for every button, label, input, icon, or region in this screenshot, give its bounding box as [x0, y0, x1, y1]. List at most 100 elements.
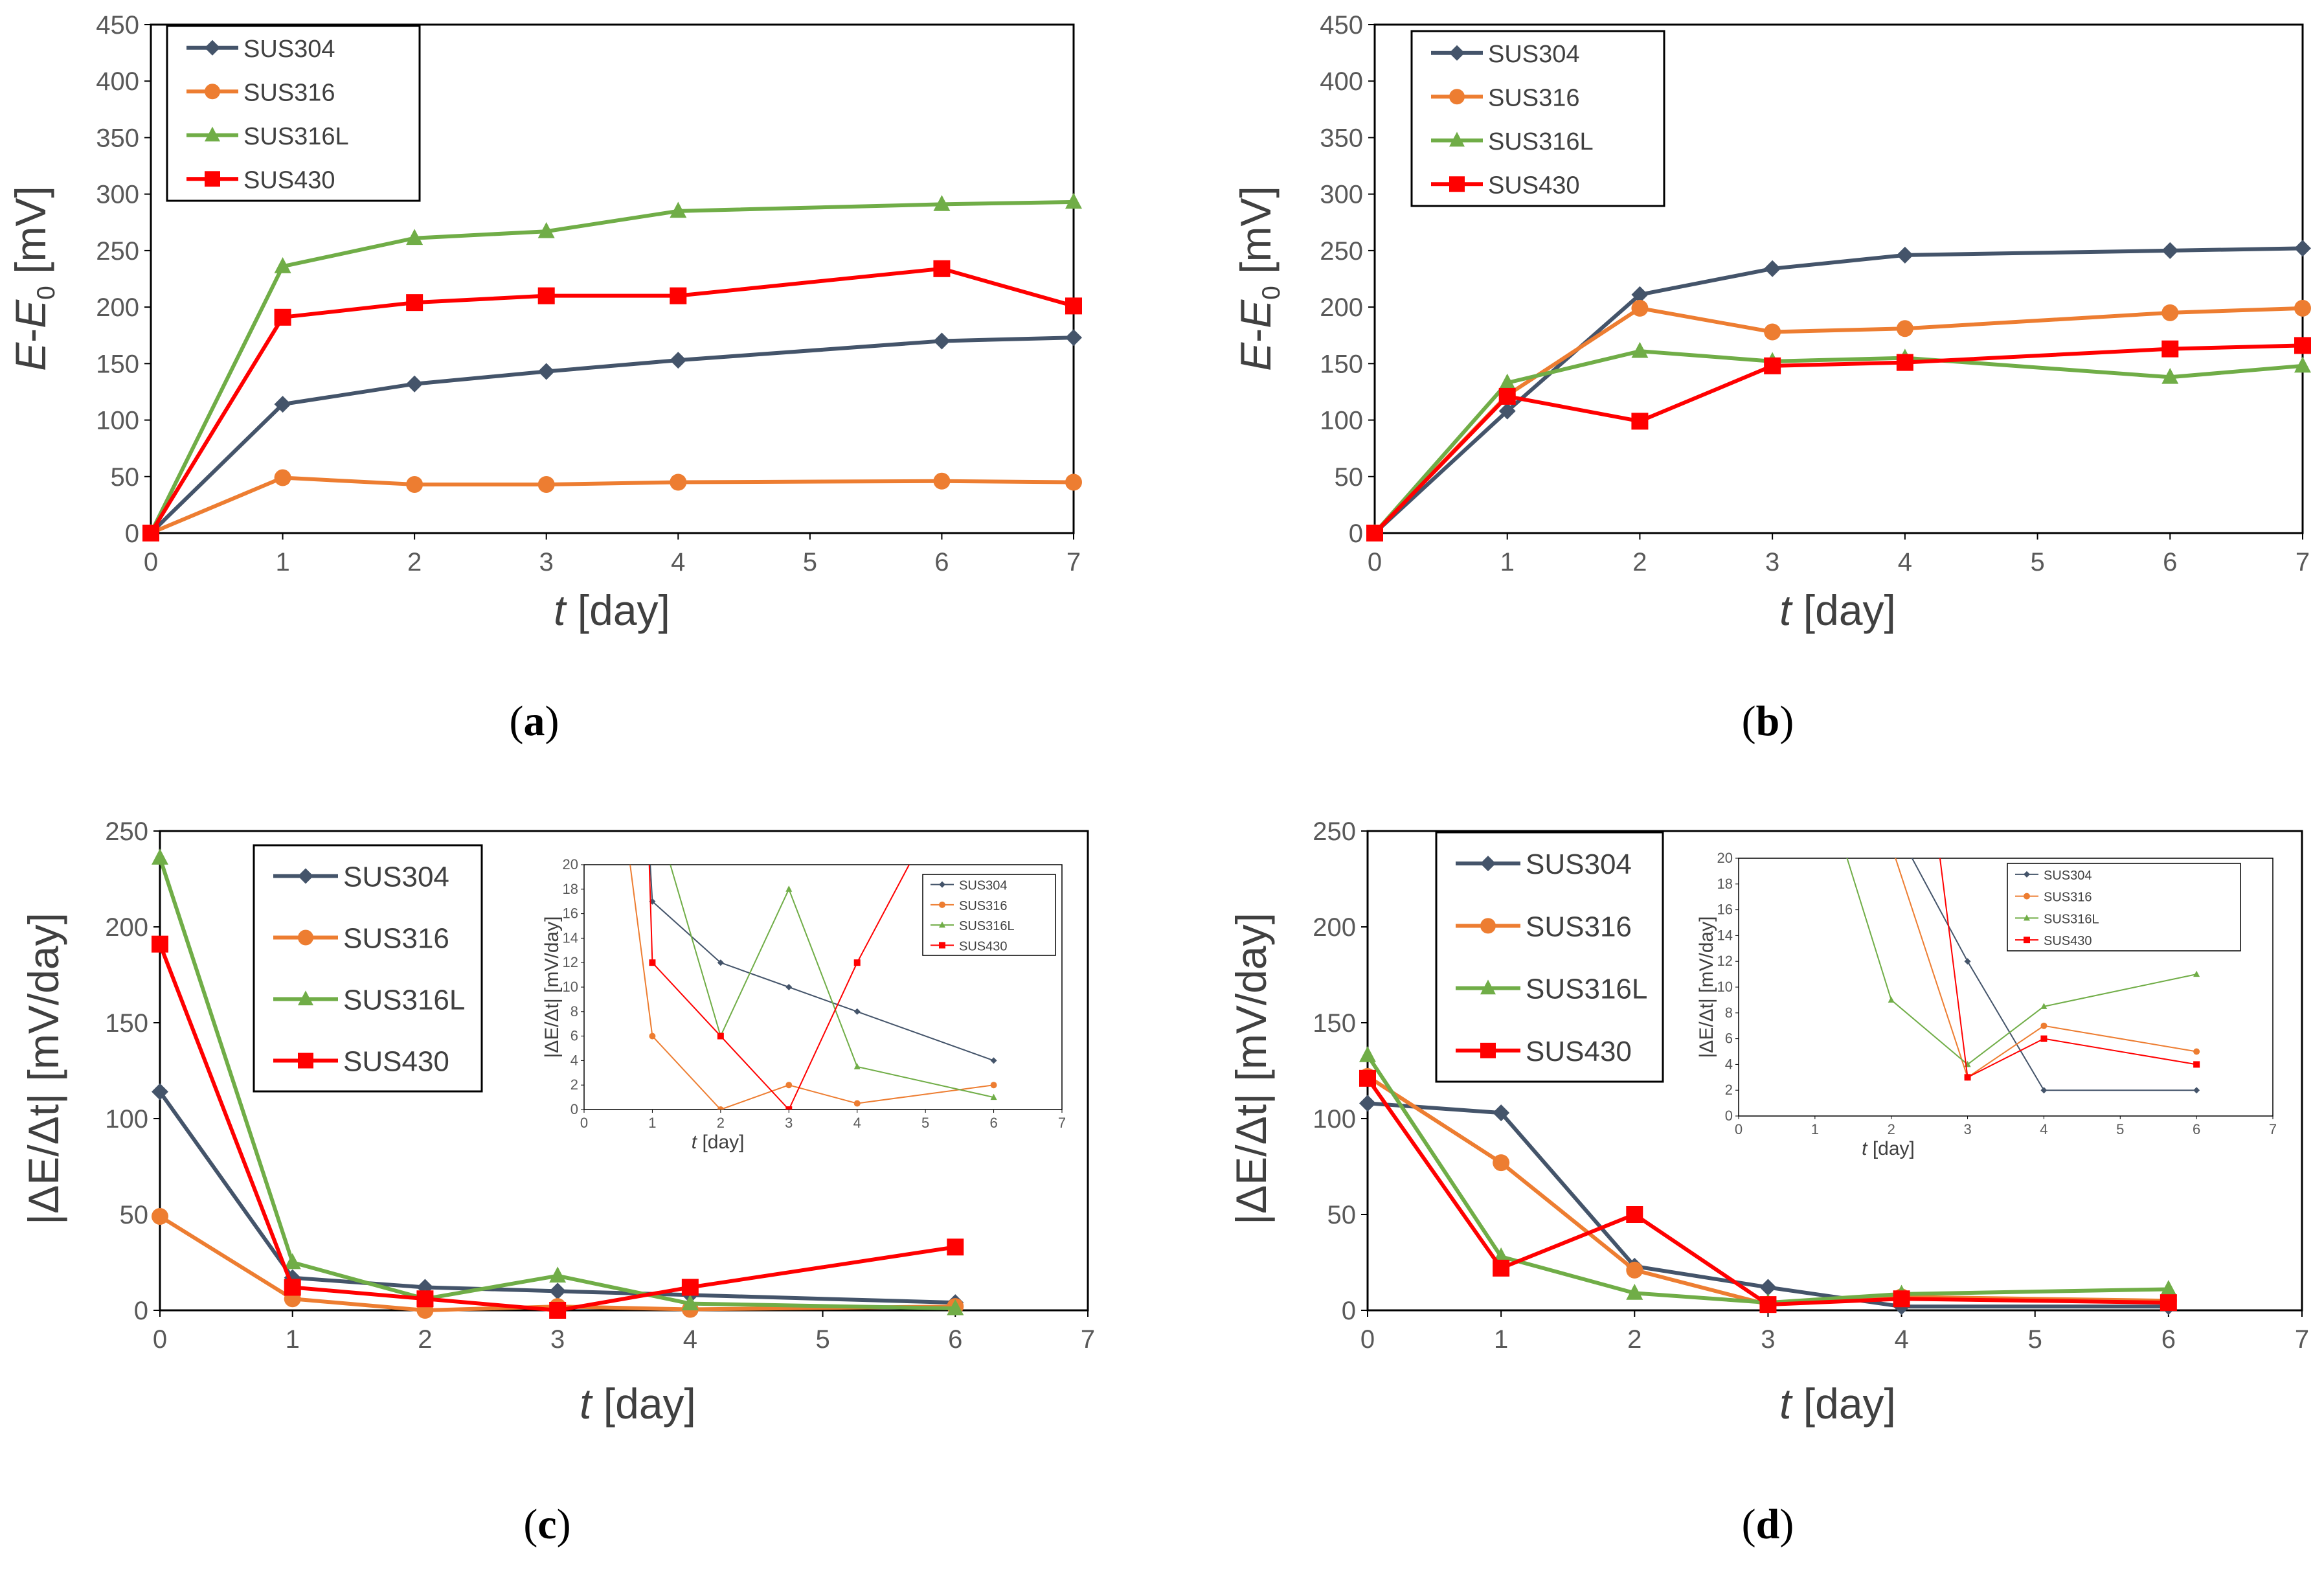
point-SUS430-day-3	[1764, 357, 1781, 374]
legend-item-SUS430: SUS430	[931, 939, 1008, 953]
point-SUS430-day-2	[416, 1290, 434, 1308]
x-tick-label: 4	[853, 1115, 861, 1131]
y-tick-label: 50	[120, 1201, 149, 1229]
x-tick-label: 0	[153, 1325, 167, 1354]
point-SUS304-day-3	[785, 984, 793, 990]
legend-label: SUS316	[959, 899, 1008, 913]
legend-item-SUS316: SUS316	[1431, 84, 1580, 111]
legend-swatch-marker	[1449, 176, 1465, 192]
point-SUS430-day-3	[549, 1302, 567, 1319]
legend-swatch-marker	[2024, 914, 2030, 921]
x-tick-label: 1	[648, 1115, 656, 1131]
point-SUS316L-day-2	[1888, 996, 1895, 1003]
legend-label: SUS316L	[343, 985, 465, 1016]
point-SUS316-day-4	[1896, 320, 1913, 337]
y-tick-label: 400	[1320, 67, 1363, 96]
legend-label: SUS430	[2044, 934, 2092, 948]
legend-item-SUS304: SUS304	[1456, 849, 1632, 880]
x-tick-label: 4	[2040, 1121, 2048, 1137]
series-SUS430	[1939, 858, 2200, 1081]
point-SUS430-day-3	[1759, 1296, 1777, 1314]
legend-item-SUS430: SUS430	[1456, 1036, 1632, 1067]
y-tick-label: 6	[570, 1028, 578, 1044]
panel-label: (a)	[510, 698, 559, 745]
y-axis-title: E-E0 [mV]	[6, 186, 60, 371]
y-tick-label: 250	[1313, 817, 1356, 846]
legend-label: SUS430	[243, 166, 335, 194]
point-SUS430-day-3	[537, 287, 555, 304]
y-tick-label: 14	[563, 929, 578, 946]
x-axis-title: t [day]	[554, 586, 670, 634]
point-SUS430-day-1	[1498, 387, 1516, 405]
x-tick-label: 7	[1058, 1115, 1066, 1131]
x-tick-label: 1	[286, 1325, 300, 1354]
y-tick-label: 2	[570, 1076, 578, 1093]
line-SUS316L	[1366, 1054, 2169, 1305]
legend-item-SUS430: SUS430	[2015, 934, 2092, 948]
legend-label: SUS316L	[959, 919, 1015, 933]
legend-item-SUS316L: SUS316L	[2015, 912, 2099, 926]
x-tick-label: 3	[1765, 548, 1779, 576]
point-SUS316L-day-1	[284, 1253, 301, 1270]
y-tick-label: 0	[1342, 1297, 1356, 1325]
point-SUS316L-day-6	[990, 1093, 997, 1100]
x-tick-label: 5	[2028, 1325, 2042, 1354]
point-SUS430-day-6	[2193, 1061, 2200, 1068]
line-SUS316	[1895, 858, 2197, 1078]
point-SUS430-day-4	[1893, 1290, 1910, 1308]
legend-item-SUS316L: SUS316L	[931, 919, 1015, 933]
legend-label: SUS304	[1488, 41, 1580, 68]
x-tick-label: 3	[1963, 1121, 1971, 1137]
y-tick-label: 200	[96, 293, 139, 322]
y-tick-label: 50	[1335, 463, 1364, 492]
x-tick-label: 5	[921, 1115, 929, 1131]
legend-label: SUS304	[243, 36, 335, 63]
line-SUS304	[649, 865, 994, 1062]
point-SUS316L-day-6	[933, 195, 951, 211]
legend-swatch-marker	[1480, 856, 1496, 872]
legend-item-SUS316L: SUS316L	[1456, 974, 1647, 1005]
x-tick-label: 2	[1888, 1121, 1895, 1137]
y-tick-label: 50	[111, 463, 140, 492]
x-tick-label: 2	[717, 1115, 725, 1131]
legend-label: SUS304	[959, 879, 1008, 893]
point-SUS430-day-0	[142, 525, 159, 541]
point-SUS430-day-6	[947, 1238, 964, 1256]
point-SUS430-day-7	[2294, 337, 2311, 354]
point-SUS430-day-2	[406, 294, 423, 312]
point-SUS304-day-2	[1888, 816, 1895, 823]
series-SUS430	[648, 865, 910, 1110]
y-axis-title: |ΔE/Δt| [mV/day]	[1227, 913, 1275, 1225]
y-tick-label: 2	[1725, 1082, 1733, 1098]
x-tick-label: 0	[580, 1115, 588, 1131]
series-SUS430	[142, 260, 1082, 541]
x-tick-label: 0	[1360, 1325, 1375, 1354]
legend-swatch-marker	[1480, 1042, 1496, 1058]
y-tick-label: 14	[1717, 927, 1733, 943]
panel-label: (b)	[1742, 698, 1794, 745]
y-tick-label: 400	[96, 67, 139, 96]
legend-swatch-marker	[1449, 89, 1465, 105]
y-tick-label: 4	[1725, 1056, 1733, 1072]
legend-label: SUS316	[343, 923, 449, 955]
x-axis-title: t [day]	[580, 1380, 696, 1428]
legend-swatch-marker	[298, 1053, 313, 1069]
y-tick-label: 200	[1320, 293, 1363, 322]
legend-swatch-marker	[2024, 871, 2030, 878]
y-tick-label: 250	[105, 817, 148, 846]
x-tick-label: 6	[989, 1115, 997, 1131]
point-SUS316-day-6	[2193, 1048, 2200, 1055]
point-SUS430-day-2	[1626, 1206, 1643, 1223]
y-tick-label: 100	[96, 407, 139, 435]
series-SUS316L	[1846, 858, 2200, 1067]
point-SUS316-day-7	[2294, 299, 2311, 317]
point-SUS304-day-1	[1493, 1104, 1510, 1122]
point-SUS430-day-1	[649, 959, 656, 966]
y-tick-label: 250	[96, 237, 139, 266]
x-tick-label: 4	[1898, 548, 1912, 576]
x-tick-label: 0	[144, 548, 158, 576]
point-SUS316-day-4	[670, 473, 687, 491]
point-SUS316-day-6	[933, 472, 951, 490]
x-tick-label: 4	[671, 548, 685, 576]
